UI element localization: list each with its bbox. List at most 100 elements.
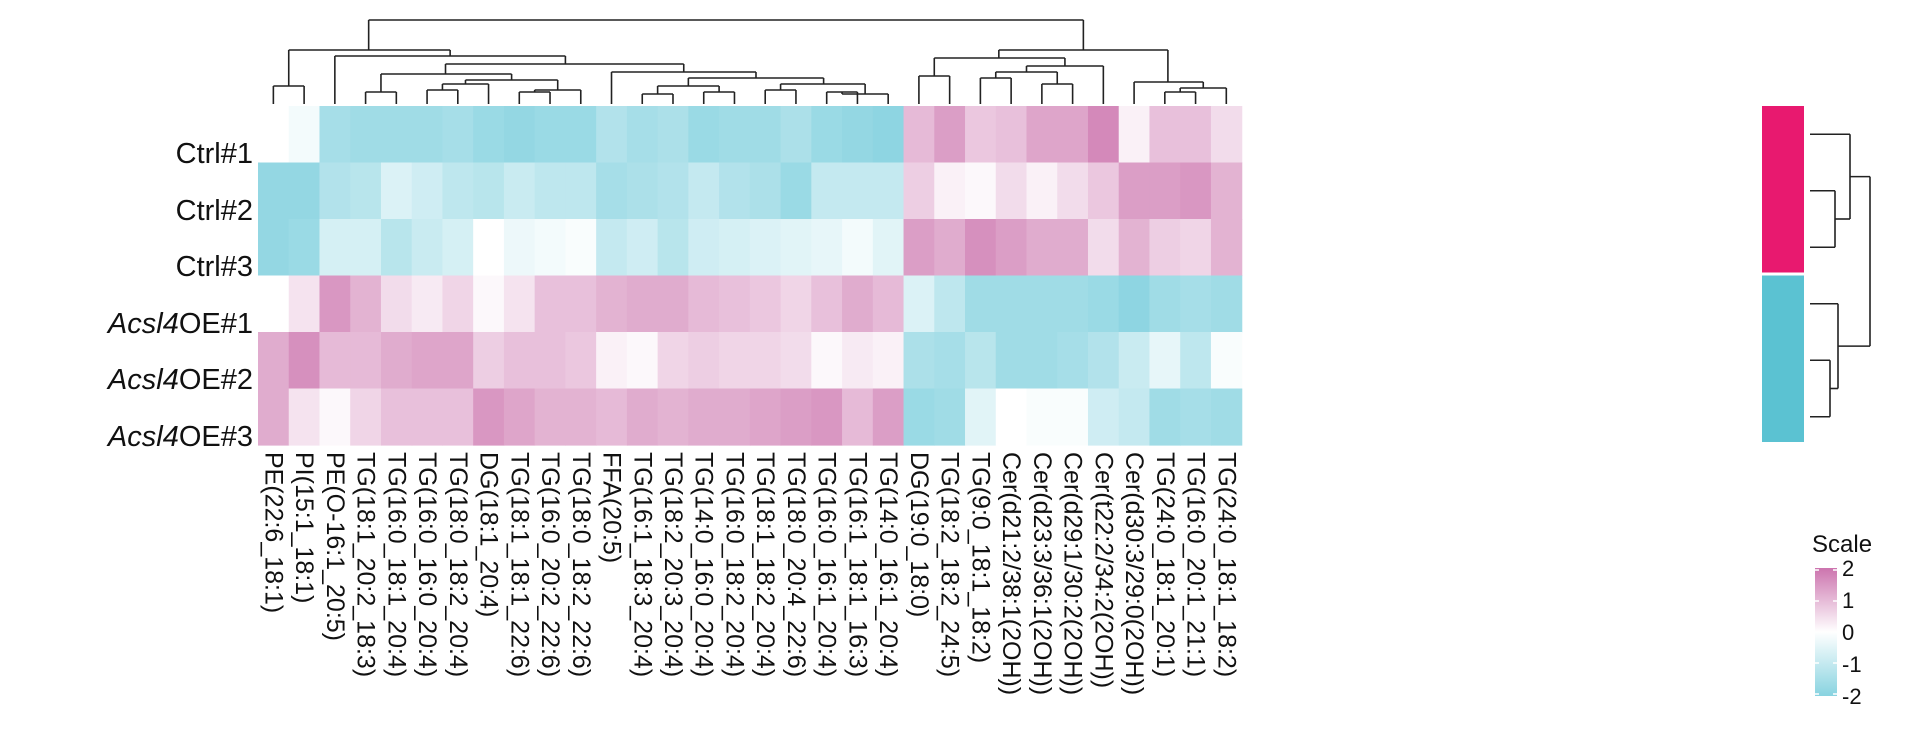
heatmap-cell <box>534 388 566 446</box>
heatmap-cell <box>596 275 628 333</box>
column-label: Cer(d29:1/30:2(2OH)) <box>1058 452 1087 696</box>
heatmap-cell <box>1026 162 1058 220</box>
heatmap-cell <box>1118 332 1151 390</box>
row-label-text: Ctrl#3 <box>175 251 253 284</box>
heatmap-cell <box>258 106 290 164</box>
heatmap-cell <box>1149 106 1181 164</box>
heatmap-cell <box>1087 332 1120 390</box>
heatmap-cell <box>596 332 628 390</box>
heatmap-cell <box>965 219 997 277</box>
heatmap-cell <box>503 275 536 333</box>
heatmap-cell <box>596 106 628 164</box>
heatmap-cell <box>350 106 382 164</box>
heatmap-cell <box>258 162 290 220</box>
column-label: PE(O-16:1_20:5) <box>320 452 349 641</box>
heatmap-cell <box>811 219 843 277</box>
heatmap-cell <box>1087 388 1120 446</box>
heatmap-cell <box>688 162 720 220</box>
heatmap-cell <box>1180 219 1212 277</box>
heatmap-cell <box>903 332 935 390</box>
column-label: TG(18:0_20:4_22:6) <box>781 452 810 678</box>
heatmap-cell <box>1026 332 1058 390</box>
column-label: Cer(t22:2/34:2(2OH)) <box>1089 452 1118 689</box>
heatmap-cell <box>1210 275 1243 333</box>
heatmap-cell <box>1057 106 1089 164</box>
heatmap-cell <box>473 162 505 220</box>
heatmap-cell <box>903 106 935 164</box>
heatmap-cell <box>1057 275 1089 333</box>
heatmap-cell <box>719 275 751 333</box>
heatmap-cells <box>258 106 1243 446</box>
heatmap-cell <box>995 106 1028 164</box>
heatmap-cell <box>473 332 505 390</box>
heatmap-cell <box>380 332 413 390</box>
row-label-text: Ctrl#1 <box>175 138 253 171</box>
heatmap-cell <box>657 332 689 390</box>
row-label-text: OE#3 <box>178 420 253 453</box>
column-label: Cer(d23:3/36:1(2OH)) <box>1027 452 1056 696</box>
heatmap-cell <box>258 275 290 333</box>
heatmap-cell <box>1180 388 1212 446</box>
heatmap-cell <box>288 106 321 164</box>
row-label: Acsl4OE#1 <box>108 307 253 341</box>
heatmap-cell <box>872 162 905 220</box>
column-label: TG(18:1_18:1_22:6) <box>505 452 534 678</box>
row-dendrogram <box>1810 133 1871 418</box>
heatmap-cell <box>719 219 751 277</box>
heatmap-cell <box>934 106 966 164</box>
heatmap-cell <box>626 275 659 333</box>
heatmap-cell <box>1057 332 1089 390</box>
heatmap-cell <box>965 275 997 333</box>
heatmap-cell <box>749 332 782 390</box>
heatmap-cell <box>1210 332 1243 390</box>
heatmap-cell <box>1149 219 1181 277</box>
heatmap-cell <box>688 275 720 333</box>
heatmap-cell <box>657 388 689 446</box>
heatmap-cell <box>1118 275 1151 333</box>
column-label: TG(18:0_18:2_20:4) <box>443 452 472 678</box>
heatmap-cell <box>411 332 444 390</box>
heatmap-cell <box>1057 219 1089 277</box>
heatmap-cell <box>1180 332 1212 390</box>
column-label: TG(18:0_18:2_22:6) <box>566 452 595 678</box>
heatmap-cell <box>657 106 689 164</box>
heatmap-cell <box>411 219 444 277</box>
heatmap-cell <box>411 162 444 220</box>
heatmap-cell <box>411 275 444 333</box>
heatmap-cell <box>842 388 874 446</box>
heatmap-cell <box>596 219 628 277</box>
row-label-text: OE#2 <box>178 364 253 397</box>
heatmap-cell <box>749 106 782 164</box>
heatmap-cell <box>565 388 597 446</box>
heatmap-cell <box>872 106 905 164</box>
heatmap-cell <box>288 388 321 446</box>
heatmap-cell <box>442 332 474 390</box>
column-label: DG(18:1_20:4) <box>474 452 503 618</box>
heatmap-cell <box>288 219 321 277</box>
heatmap-cell <box>473 106 505 164</box>
heatmap-cell <box>1087 219 1120 277</box>
heatmap-cell <box>350 332 382 390</box>
heatmap-cell <box>319 106 351 164</box>
heatmap-cell <box>965 162 997 220</box>
heatmap-cell <box>811 162 843 220</box>
heatmap-cell <box>288 275 321 333</box>
heatmap-cell <box>534 332 566 390</box>
column-label: TG(24:0_18:1_20:1) <box>1150 452 1179 678</box>
heatmap-cell <box>1149 388 1181 446</box>
column-label: TG(9:0_18:1_18:2) <box>966 452 995 664</box>
heatmap-cell <box>749 162 782 220</box>
heatmap-cell <box>1026 219 1058 277</box>
heatmap-cell <box>934 162 966 220</box>
heatmap-cell <box>503 219 536 277</box>
heatmap-cell <box>626 332 659 390</box>
column-label: Cer(d30:3/29:0(2OH)) <box>1120 452 1149 696</box>
heatmap-cell <box>1026 106 1058 164</box>
heatmap-cell <box>842 106 874 164</box>
color-scale-bar <box>1815 568 1837 696</box>
heatmap-cell <box>903 162 935 220</box>
column-label: TG(16:0_18:1_20:4) <box>382 452 411 678</box>
column-label: TG(16:0_20:2_22:6) <box>536 452 565 678</box>
column-label: TG(16:0_18:2_20:4) <box>720 452 749 678</box>
heatmap-cell <box>442 106 474 164</box>
